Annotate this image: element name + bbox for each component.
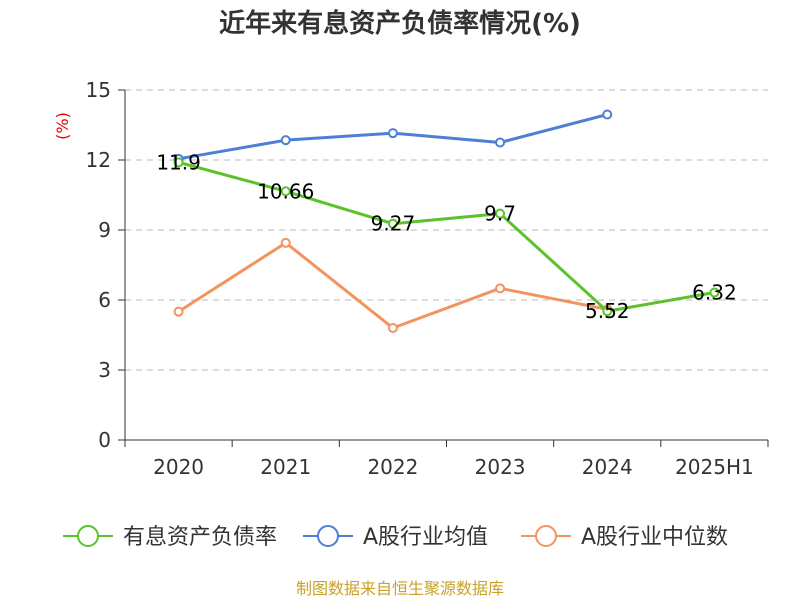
data-point [387,323,398,333]
data-label: 9.7 [484,202,516,226]
legend-marker-icon [317,525,339,547]
legend-label: 有息资产负债率 [123,525,277,550]
y-tick-label: 0 [98,428,111,452]
x-tick-label: 2022 [367,455,418,479]
data-label: 5.52 [585,299,630,323]
data-label: 10.66 [257,179,314,203]
data-point [280,237,291,248]
legend-label: A股行业均值 [363,525,488,550]
data-point [495,208,506,219]
data-label: 6.32 [692,281,737,305]
legend-marker-icon [77,525,99,547]
source-note: 制图数据来自恒生聚源数据库 [296,579,504,598]
x-tick-label: 2021 [260,455,311,479]
grid-lines [125,89,768,371]
data-labels: 11.9 10.66 9.27 9.7 5.52 6.32 [156,150,736,323]
legend-item[interactable]: A股行业均值 [303,525,488,550]
data-label: 9.27 [371,212,416,236]
data-point [495,283,506,294]
y-tick-label: 9 [98,218,111,242]
legend: 有息资产负债率 A股行业均值 A股行业中位数 [63,525,728,550]
data-point [173,157,184,168]
legend-item[interactable]: 有息资产负债率 [63,525,277,550]
x-tick-label: 2023 [475,455,526,479]
series-line [177,241,608,330]
series-line [178,160,715,313]
x-tick-label: 2024 [582,455,633,479]
legend-marker-icon [535,525,557,547]
data-label: 11.9 [156,150,201,174]
data-point [602,306,613,317]
x-tick-label: 2020 [153,455,204,479]
data-point [495,137,506,148]
data-point [709,287,720,298]
data-point [280,186,291,197]
y-axis-unit: (%) [53,112,72,140]
data-point [173,306,184,317]
series-lines [173,109,720,333]
axes: 0 3 6 9 12 15 2020 2021 2022 2023 2024 2025H1 [86,78,769,479]
legend-item[interactable]: A股行业中位数 [521,525,728,550]
data-point [602,109,613,120]
y-tick-label: 15 [86,78,111,102]
x-tick-label: 2025H1 [675,455,754,479]
data-point [280,135,291,146]
chart-title: 近年来有息资产负债率情况(%) [219,8,581,39]
legend-label: A股行业中位数 [581,525,728,550]
y-tick-label: 6 [98,288,111,312]
y-tick-label: 3 [98,358,111,382]
y-tick-label: 12 [86,148,111,172]
data-point [387,218,398,229]
data-point [387,128,398,139]
